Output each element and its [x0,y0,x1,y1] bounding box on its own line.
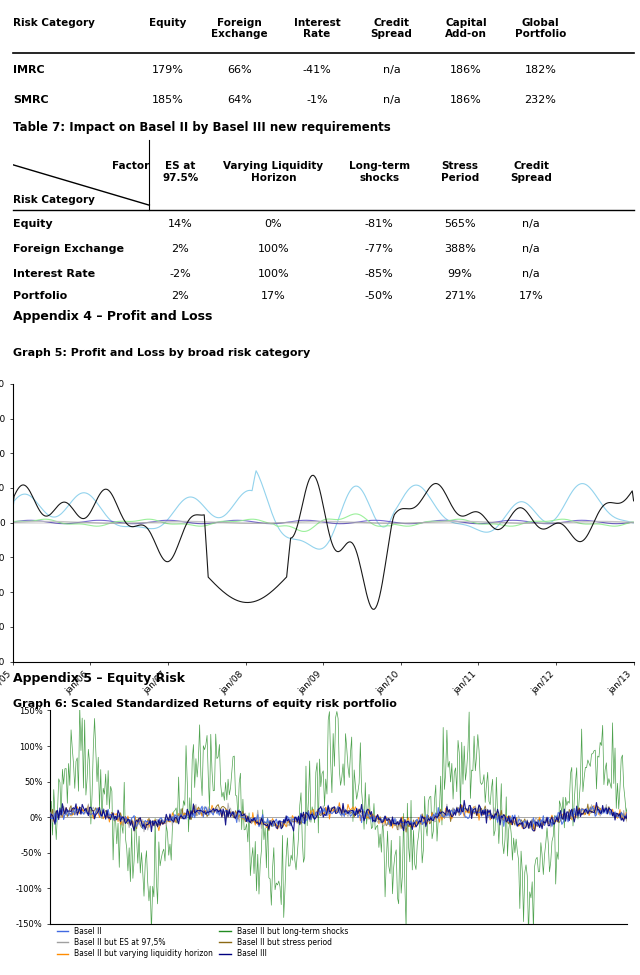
Text: -41%: -41% [303,64,332,75]
Text: 565%: 565% [444,219,476,229]
Text: 271%: 271% [444,292,476,301]
Text: -77%: -77% [365,244,394,254]
Text: Factor: Factor [112,161,149,172]
Text: n/a: n/a [522,244,540,254]
Text: -50%: -50% [365,292,394,301]
Text: Appendix 5 – Equity Risk: Appendix 5 – Equity Risk [13,672,185,684]
Text: Interest Rate: Interest Rate [13,268,95,279]
Text: 0%: 0% [265,219,282,229]
Text: 182%: 182% [525,64,556,75]
Text: 179%: 179% [152,64,184,75]
Text: 2%: 2% [172,244,189,254]
Text: Credit
Spread: Credit Spread [510,161,552,183]
Text: -81%: -81% [365,219,394,229]
Text: Global
Portfolio: Global Portfolio [515,18,566,40]
Text: 66%: 66% [227,64,252,75]
Text: Varying Liquidity
Horizon: Varying Liquidity Horizon [223,161,324,183]
Text: ES at
97.5%: ES at 97.5% [163,161,198,183]
Text: Risk Category: Risk Category [13,18,95,28]
Text: SMRC: SMRC [13,96,49,105]
Text: Equity: Equity [13,219,52,229]
Text: 64%: 64% [227,96,252,105]
Text: 186%: 186% [450,96,482,105]
Text: 2%: 2% [172,292,189,301]
Legend: Basel II, Basel II but ES at 97,5%, Basel II but varying liquidity horizon, Base: Basel II, Basel II but ES at 97,5%, Base… [54,923,351,961]
Text: 100%: 100% [258,268,289,279]
Text: Foreign
Exchange: Foreign Exchange [211,18,268,40]
Text: 388%: 388% [444,244,476,254]
Text: 100%: 100% [258,244,289,254]
Text: n/a: n/a [383,96,401,105]
Text: Table 7: Impact on Basel II by Basel III new requirements: Table 7: Impact on Basel II by Basel III… [13,121,390,134]
Text: n/a: n/a [522,219,540,229]
Text: IMRC: IMRC [13,64,44,75]
Text: Foreign Exchange: Foreign Exchange [13,244,124,254]
Text: Appendix 4 – Profit and Loss: Appendix 4 – Profit and Loss [13,310,212,323]
Text: n/a: n/a [522,268,540,279]
Text: Equity: Equity [149,18,187,28]
Text: Capital
Add-on: Capital Add-on [445,18,487,40]
Text: 17%: 17% [261,292,286,301]
Text: -2%: -2% [170,268,191,279]
Text: Long-term
shocks: Long-term shocks [349,161,410,183]
Text: 17%: 17% [519,292,543,301]
Text: 232%: 232% [525,96,556,105]
Text: -1%: -1% [306,96,328,105]
Text: Graph 6: Scaled Standardized Returns of equity risk portfolio: Graph 6: Scaled Standardized Returns of … [13,699,397,709]
Text: Credit
Spread: Credit Spread [371,18,412,40]
Text: Risk Category: Risk Category [13,195,95,205]
Text: 185%: 185% [152,96,184,105]
Text: -85%: -85% [365,268,394,279]
Text: 186%: 186% [450,64,482,75]
Text: Stress
Period: Stress Period [441,161,479,183]
Text: n/a: n/a [383,64,401,75]
Text: 14%: 14% [168,219,193,229]
Text: Interest
Rate: Interest Rate [294,18,340,40]
Text: 99%: 99% [447,268,472,279]
Text: Graph 5: Profit and Loss by broad risk category: Graph 5: Profit and Loss by broad risk c… [13,348,310,358]
Text: Portfolio: Portfolio [13,292,67,301]
Legend: Equity, Foreign Exchange, Interest Rate, Credit Spread, Portfolio: Equity, Foreign Exchange, Interest Rate,… [139,736,508,752]
